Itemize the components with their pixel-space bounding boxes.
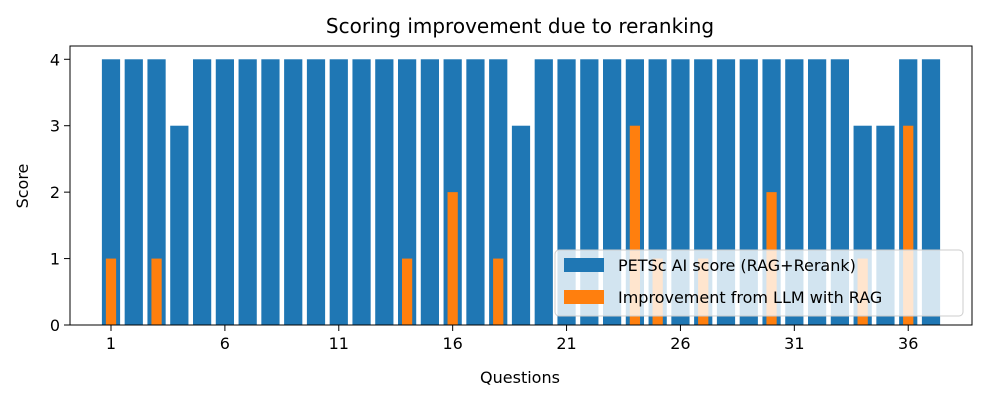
legend-label-improvement: Improvement from LLM with RAG <box>618 288 882 307</box>
score-bar <box>352 59 371 326</box>
score-bar <box>170 125 189 325</box>
score-bar <box>284 59 303 326</box>
y-tick-label: 4 <box>50 50 60 69</box>
improvement-bar <box>105 258 117 325</box>
score-bar <box>215 59 234 326</box>
improvement-bar <box>151 258 162 325</box>
y-tick-label: 3 <box>50 117 60 136</box>
score-bar <box>466 59 485 326</box>
y-axis-label: Score <box>13 164 32 209</box>
score-bar <box>534 59 553 326</box>
improvement-bar <box>629 125 641 325</box>
score-bar <box>329 59 348 326</box>
x-tick-label: 16 <box>442 334 462 353</box>
improvement-bar <box>401 258 413 325</box>
legend: PETSc AI score (RAG+Rerank) Improvement … <box>554 249 964 317</box>
x-tick-label: 36 <box>898 334 918 353</box>
x-tick-label: 26 <box>670 334 690 353</box>
score-bar <box>124 59 143 326</box>
score-bar <box>306 59 326 326</box>
score-bar <box>375 59 394 326</box>
legend-swatch-main <box>564 258 604 272</box>
legend-label-main: PETSc AI score (RAG+Rerank) <box>618 256 856 275</box>
legend-box <box>554 249 964 317</box>
y-tick-label: 2 <box>50 183 60 202</box>
score-bar <box>261 59 280 326</box>
x-tick-label: 1 <box>106 334 116 353</box>
x-tick-label: 11 <box>329 334 349 353</box>
score-bar <box>420 59 439 326</box>
x-tick-label: 6 <box>220 334 230 353</box>
improvement-bar <box>447 192 458 325</box>
y-tick-label: 1 <box>50 250 60 269</box>
improvement-bar <box>493 258 504 325</box>
improvement-bar <box>903 125 914 325</box>
y-tick-label: 0 <box>50 316 60 335</box>
x-tick-label: 31 <box>784 334 804 353</box>
score-bar <box>238 59 257 326</box>
x-axis-label: Questions <box>480 368 560 387</box>
x-tick-label: 21 <box>556 334 576 353</box>
chart-title: Scoring improvement due to reranking <box>326 14 714 38</box>
legend-swatch-improvement <box>564 290 604 304</box>
score-bar <box>511 125 531 325</box>
score-bar <box>193 59 212 326</box>
plot-frame <box>69 45 973 326</box>
